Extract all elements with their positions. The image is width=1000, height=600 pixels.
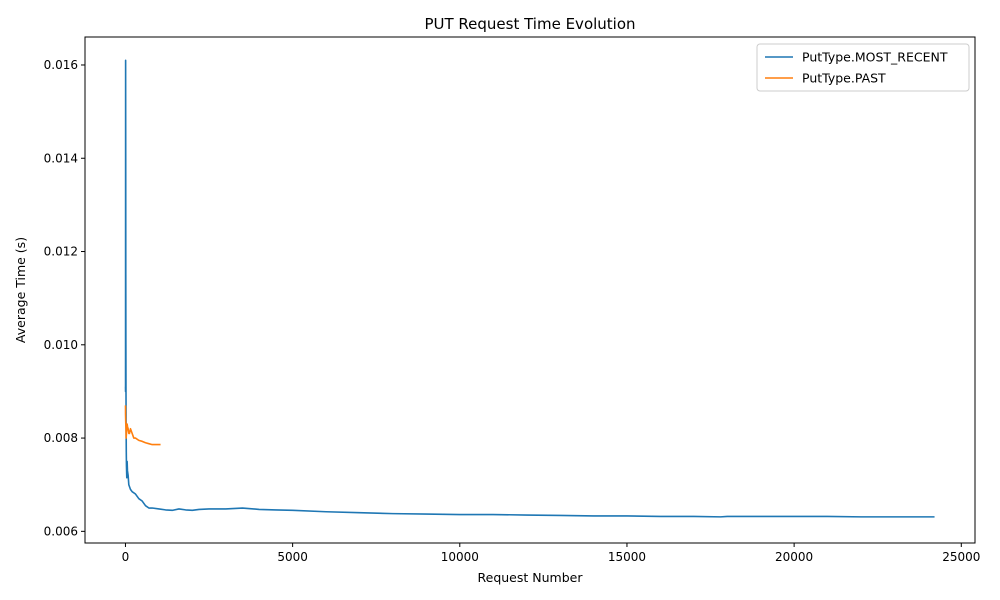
x-tick-label: 5000	[277, 550, 308, 564]
legend-label: PutType.MOST_RECENT	[802, 50, 948, 65]
y-tick-label: 0.016	[44, 58, 78, 72]
chart-title: PUT Request Time Evolution	[424, 15, 635, 33]
plot-frame	[84, 36, 976, 544]
x-axis: 0 5000 10000 15000 20000 25000	[122, 543, 980, 564]
series-line-1	[124, 405, 161, 446]
series-line-0	[124, 59, 935, 518]
y-tick-label: 0.008	[44, 431, 78, 445]
plot-area	[124, 59, 935, 518]
x-tick-label: 20000	[775, 550, 813, 564]
x-axis-label: Request Number	[478, 570, 584, 585]
x-tick-label: 15000	[608, 550, 646, 564]
y-tick-label: 0.012	[44, 245, 78, 259]
y-tick-label: 0.010	[44, 338, 78, 352]
y-tick-label: 0.006	[44, 524, 78, 538]
y-tick-label: 0.014	[44, 151, 78, 165]
y-axis: 0.006 0.008 0.010 0.012 0.014 0.016	[44, 58, 85, 538]
x-tick-label: 10000	[441, 550, 479, 564]
y-axis-label: Average Time (s)	[13, 237, 28, 343]
legend-label: PutType.PAST	[802, 71, 886, 86]
legend: PutType.MOST_RECENT PutType.PAST	[756, 43, 970, 92]
legend-box	[756, 43, 970, 92]
x-tick-label: 25000	[942, 550, 980, 564]
x-tick-label: 0	[122, 550, 130, 564]
